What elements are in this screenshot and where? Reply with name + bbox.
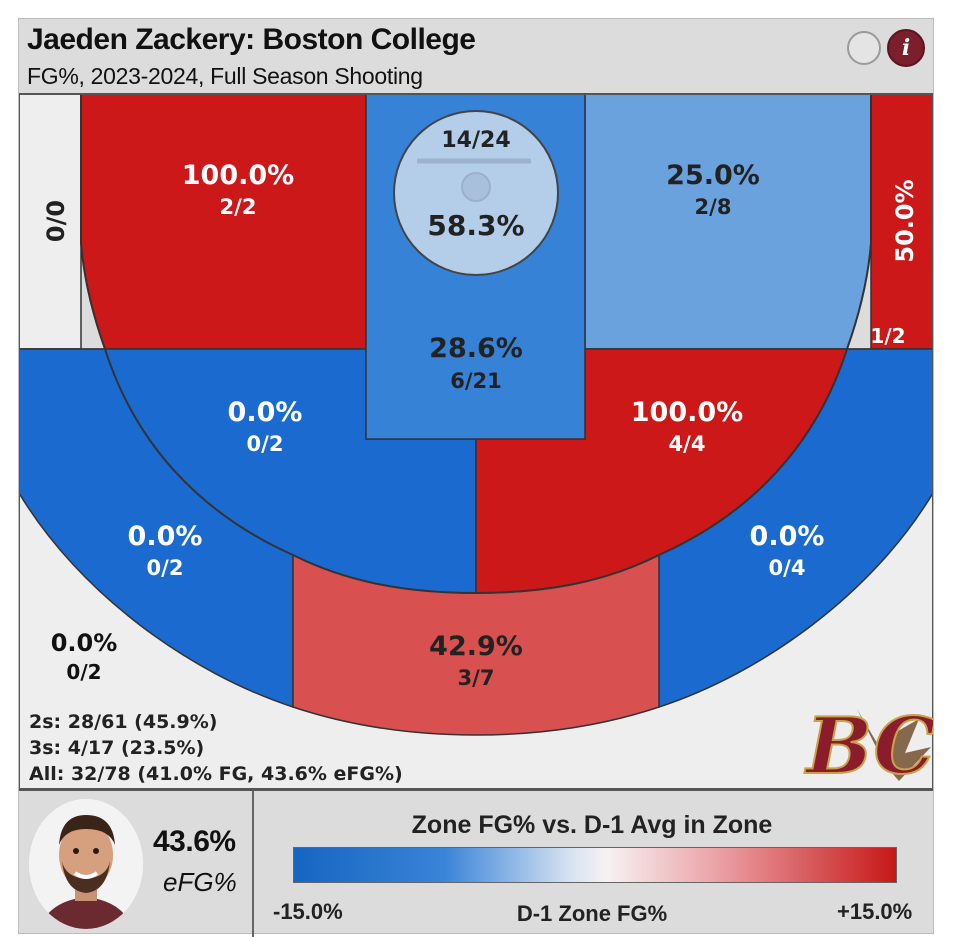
chart-title: Jaeden Zackery: Boston College xyxy=(27,23,476,56)
rim-pct: 58.3% xyxy=(427,209,524,242)
left-elbow-made-att: 0/2 xyxy=(247,432,284,456)
boston-college-logo: BC xyxy=(803,700,933,789)
right-corner-pct: 50.0% xyxy=(891,179,919,262)
right-wing-made-att: 0/4 xyxy=(769,556,806,580)
right-elbow-made-att: 4/4 xyxy=(669,432,706,456)
left-baseline-pct: 100.0% xyxy=(182,160,294,191)
right-elbow-pct: 100.0% xyxy=(631,397,743,428)
legend-min-label: -15.0% xyxy=(273,899,343,924)
rim-hoop-front xyxy=(461,172,491,202)
all-total: All: 32/78 (41.0% FG, 43.6% eFG%) xyxy=(29,763,403,785)
efg-label: eFG% xyxy=(163,867,237,897)
bottom-panel: 43.6% eFG% Zone FG% vs. D-1 Avg in Zone … xyxy=(19,789,933,937)
player-headshot xyxy=(29,799,143,929)
top-three-made-att: 3/7 xyxy=(458,666,495,690)
panel-divider xyxy=(252,791,254,937)
left-elbow-pct: 0.0% xyxy=(228,397,303,428)
zone-right-corner-3[interactable] xyxy=(870,93,933,350)
deep-made-att: 0/2 xyxy=(66,660,101,684)
threes-total: 3s: 4/17 (23.5%) xyxy=(29,737,205,759)
top-three-pct: 42.9% xyxy=(429,631,523,662)
legend-max-label: +15.0% xyxy=(837,899,913,924)
paint-made-att: 6/21 xyxy=(450,369,502,393)
left-corner-made-att: 0/0 xyxy=(42,200,70,242)
right-corner-made-att: 1/2 xyxy=(870,324,905,348)
paint-pct: 28.6% xyxy=(429,333,523,364)
right-baseline-made-att: 2/8 xyxy=(695,195,732,219)
legend-color-scale xyxy=(293,847,897,883)
toggle-circle-button[interactable] xyxy=(847,31,881,65)
left-baseline-made-att: 2/2 xyxy=(220,195,257,219)
zone-left-baseline-mid[interactable] xyxy=(80,93,367,350)
right-baseline-pct: 25.0% xyxy=(666,160,760,191)
court-chart: 14/24 58.3% 28.6% 6/21 100.0% 2/2 25.0% … xyxy=(19,93,933,789)
player-face-icon xyxy=(29,799,143,929)
left-wing-pct: 0.0% xyxy=(128,521,203,552)
legend-mid-label: D-1 Zone FG% xyxy=(516,901,668,926)
three-point-line xyxy=(80,93,872,595)
deep-pct: 0.0% xyxy=(51,629,118,657)
twos-total: 2s: 28/61 (45.9%) xyxy=(29,711,218,733)
zone-right-baseline-mid[interactable] xyxy=(584,93,872,350)
right-wing-pct: 0.0% xyxy=(750,521,825,552)
info-icon[interactable]: i xyxy=(887,29,925,67)
legend-title: Zone FG% vs. D-1 Avg in Zone xyxy=(411,811,773,839)
rim-made-att: 14/24 xyxy=(441,128,510,153)
shot-chart-card: Jaeden Zackery: Boston College FG%, 2023… xyxy=(18,18,934,937)
efg-value: 43.6% xyxy=(153,825,236,858)
logo-letters: BC xyxy=(804,701,933,789)
chart-subtitle: FG%, 2023-2024, Full Season Shooting xyxy=(27,63,423,89)
left-wing-made-att: 0/2 xyxy=(147,556,184,580)
shooting-totals: 2s: 28/61 (45.9%) 3s: 4/17 (23.5%) All: … xyxy=(29,709,403,787)
